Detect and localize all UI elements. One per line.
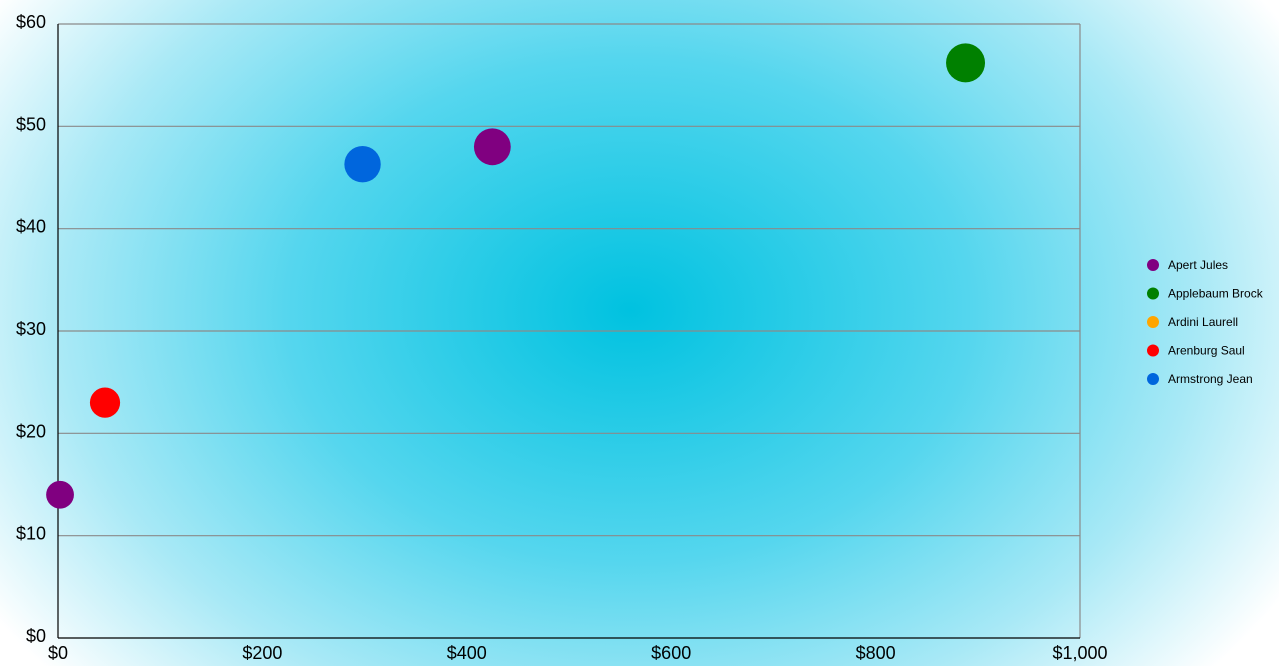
x-tick-label: $0 [48,643,68,663]
data-point [46,480,74,509]
y-tick-label: $30 [16,319,46,339]
y-tick-label: $40 [16,217,46,237]
axes [57,24,1081,639]
data-points [46,43,986,509]
grid-lines [58,23,1080,537]
legend-marker [1147,259,1159,271]
y-tick-label: $10 [16,524,46,544]
x-tick-label: $400 [447,643,487,663]
y-axis-tick-labels: $0 $10 $20 $30 $40 $50 $60 [16,12,46,646]
legend: Apert Jules Applebaum Brock Ardini Laurell… [1147,258,1264,386]
legend-marker [1147,316,1159,328]
data-point [89,387,121,418]
y-tick-label: $20 [16,421,46,441]
x-tick-label: $600 [651,643,691,663]
y-tick-label: $50 [16,114,46,134]
x-tick-label: $200 [242,643,282,663]
legend-marker [1147,373,1159,385]
data-point [344,145,381,183]
legend-label: Applebaum Brock [1168,287,1264,301]
legend-marker [1147,344,1159,357]
data-point [473,128,511,166]
x-tick-label: $800 [856,643,896,663]
legend-marker [1147,287,1159,300]
legend-label: Arenburg Saul [1168,344,1245,358]
x-tick-label: $1,000 [1052,643,1107,663]
x-axis-tick-labels: $0 $200 $400 $600 $800 $1,000 [48,643,1108,663]
legend-label: Ardini Laurell [1168,315,1238,329]
y-tick-label: $0 [26,626,46,646]
legend-label: Armstrong Jean [1168,372,1253,386]
y-tick-label: $60 [16,12,46,32]
legend-label: Apert Jules [1168,258,1228,272]
data-point [946,43,986,83]
